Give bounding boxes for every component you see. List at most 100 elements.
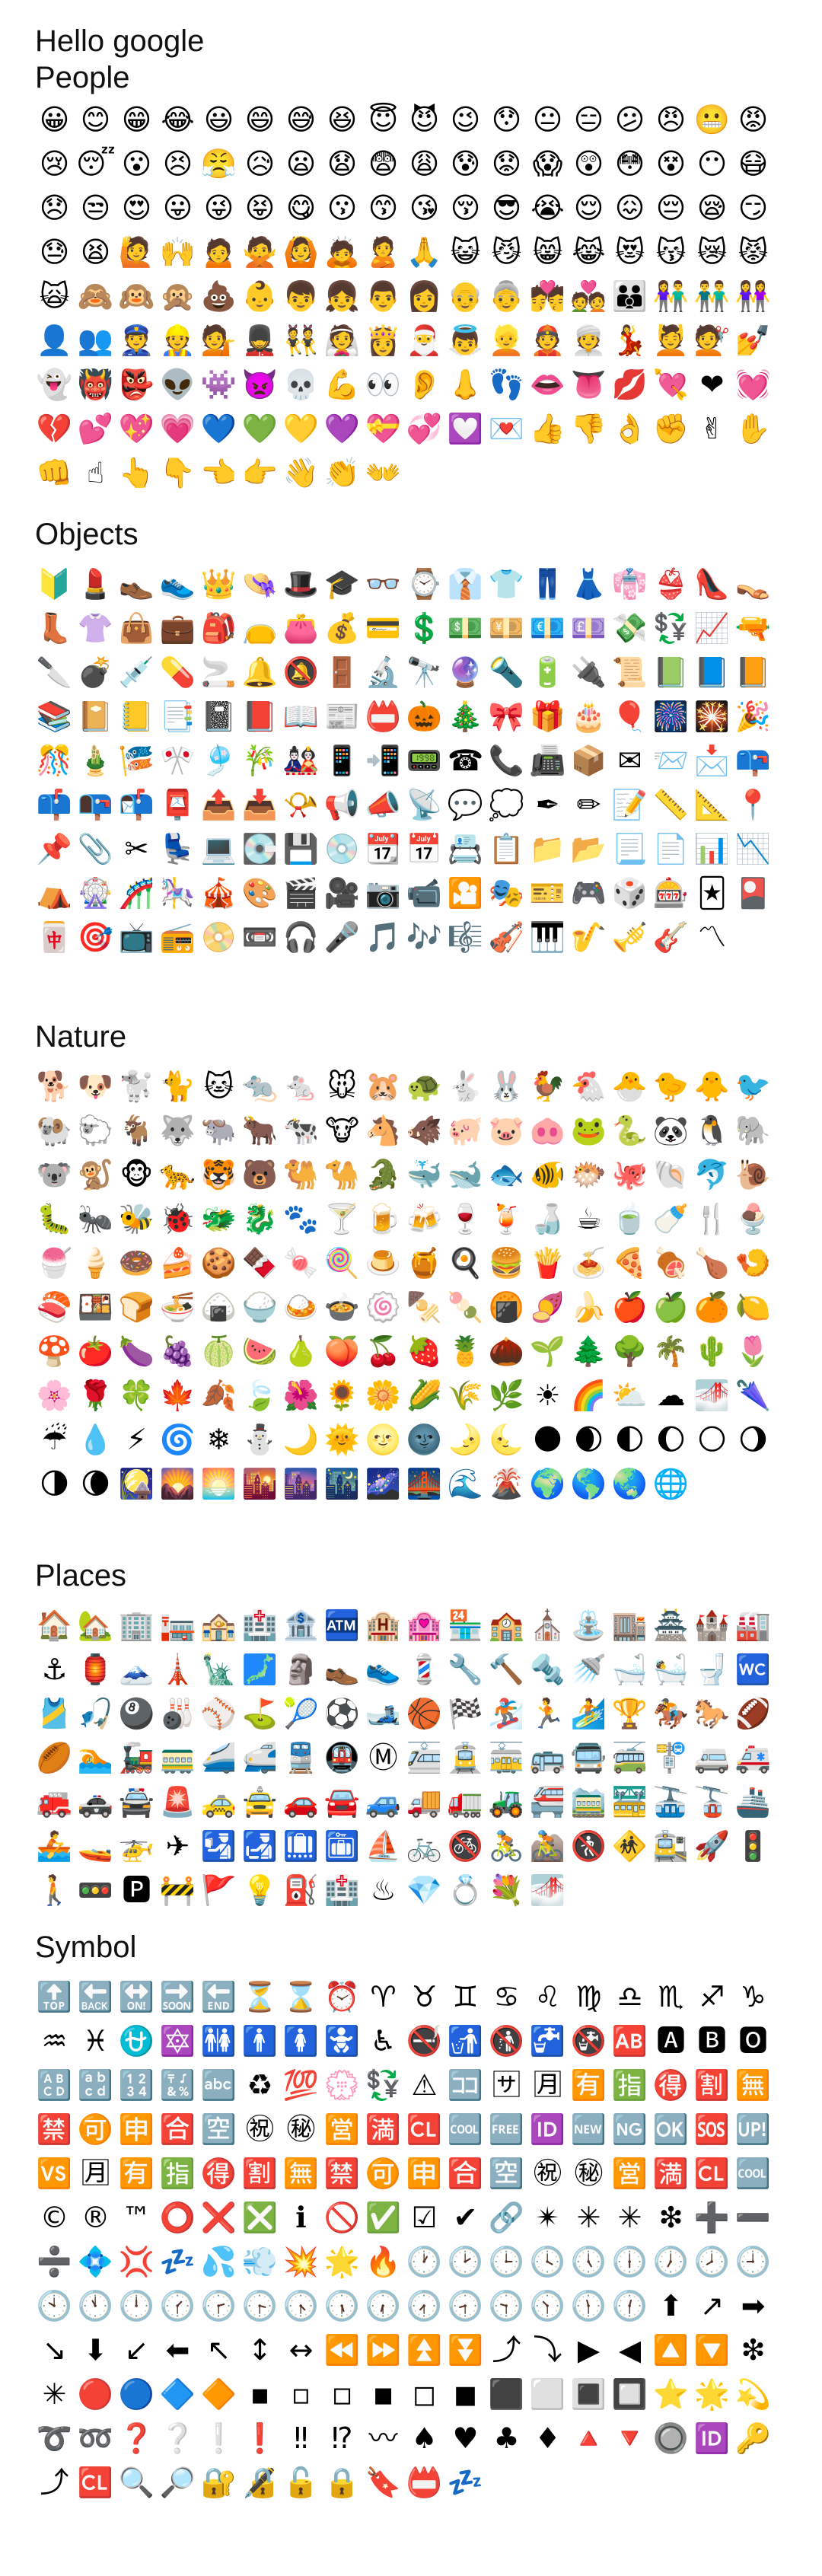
emoji-glyph: 🈲 bbox=[323, 2157, 361, 2190]
emoji-glyph: 😇 bbox=[368, 103, 399, 136]
emoji-glyph: 🌋 bbox=[488, 1467, 525, 1500]
emoji-glyph: 🎽 bbox=[36, 1697, 73, 1730]
emoji-glyph: 🎴 bbox=[734, 876, 772, 910]
emoji-glyph: 🔶 bbox=[200, 2377, 237, 2411]
emoji-glyph: 💷 bbox=[570, 611, 607, 645]
emoji-glyph: 📹 bbox=[406, 876, 443, 910]
emoji-glyph: 🔐 bbox=[200, 2466, 237, 2499]
emoji-glyph: 🍙 bbox=[200, 1290, 237, 1324]
emoji-glyph: 🎡 bbox=[77, 876, 114, 910]
emoji-glyph: 🔧 bbox=[447, 1653, 484, 1686]
emoji-glyph: 🎅 bbox=[406, 324, 443, 357]
emoji-glyph: 🍦 bbox=[77, 1246, 114, 1280]
emoji-glyph: 📥 bbox=[241, 788, 279, 821]
emoji-glyph: 🕦 bbox=[570, 2289, 607, 2323]
emoji-glyph: 💀 bbox=[282, 368, 320, 401]
emoji-glyph: ㊙ bbox=[286, 2112, 316, 2146]
emoji-glyph: ➖ bbox=[734, 2201, 772, 2234]
emoji-glyph: 📘 bbox=[693, 655, 731, 689]
emoji-glyph: 🌖 bbox=[738, 1423, 769, 1456]
section-people: 😀 😊 😁 😂 😃 😄 😅 😆 😇 😈 😉 😯 😐 😑 😕 😠 😬 😡 😢 😴 😮 😣 😤 😥 😦 😧 😨 😩 😰 😟 😱 😲 😳 😵 😶 😷 😞 😒 😍 😛… bbox=[35, 99, 775, 493]
emoji-glyph: 🐭 bbox=[327, 1070, 358, 1103]
emoji-glyph: 🍇 bbox=[159, 1334, 196, 1368]
emoji-glyph: 🚂 bbox=[118, 1741, 155, 1774]
emoji-glyph: ⚠ bbox=[411, 2068, 438, 2102]
emoji-glyph: 🔷 bbox=[159, 2377, 196, 2411]
emoji-glyph: 🕟 bbox=[282, 2289, 320, 2323]
emoji-glyph: 🏃 bbox=[529, 1697, 566, 1730]
emoji-glyph: 📛 bbox=[406, 2466, 443, 2499]
emoji-glyph: 🛂 bbox=[200, 1829, 237, 1863]
emoji-glyph: 🐙 bbox=[611, 1158, 648, 1191]
emoji-glyph: 🐮 bbox=[325, 1114, 359, 1147]
emoji-glyph: ⏰ bbox=[323, 1980, 361, 2013]
emoji-glyph: ㊙ bbox=[574, 2157, 604, 2190]
emoji-glyph: 🚐 bbox=[693, 1741, 731, 1774]
emoji-glyph: 🏁 bbox=[447, 1697, 484, 1730]
emoji-glyph: 👥 bbox=[77, 324, 114, 357]
emoji-glyph: 🔏 bbox=[241, 2466, 279, 2499]
emoji-glyph: 💢 bbox=[118, 2245, 155, 2278]
emoji-glyph: 🔙 bbox=[77, 1980, 114, 2013]
emoji-glyph: 🌐 bbox=[652, 1467, 690, 1500]
emoji-glyph: 🔛 bbox=[118, 1980, 155, 2013]
emoji-glyph: 🚪 bbox=[323, 655, 361, 689]
emoji-glyph: 👇 bbox=[159, 456, 196, 489]
emoji-glyph: 🏠 bbox=[36, 1608, 73, 1642]
emoji-glyph: ❤ bbox=[699, 368, 725, 401]
emoji-glyph: 🕣 bbox=[447, 2289, 484, 2323]
emoji-glyph: 📃 bbox=[611, 832, 648, 866]
emoji-glyph: 🍕 bbox=[611, 1246, 648, 1280]
emoji-glyph: 🚌 bbox=[529, 1741, 566, 1774]
emoji-glyph: 🕡 bbox=[365, 2289, 402, 2323]
emoji-glyph: 🎀 bbox=[488, 700, 525, 733]
emoji-glyph: 🍱 bbox=[77, 1290, 114, 1324]
emoji-glyph: 😌 bbox=[573, 191, 604, 225]
emoji-glyph: 🎫 bbox=[529, 876, 566, 910]
emoji-glyph: 🌼 bbox=[365, 1379, 402, 1412]
emoji-glyph: ➗ bbox=[36, 2245, 73, 2278]
emoji-glyph: 🚅 bbox=[241, 1741, 279, 1774]
emoji-glyph: ♨ bbox=[370, 1873, 397, 1907]
emoji-glyph: ↘ bbox=[42, 2333, 67, 2367]
emoji-glyph: 😛 bbox=[162, 191, 193, 225]
emoji-glyph: 🐎 bbox=[693, 1697, 731, 1730]
emoji-glyph: 🔜 bbox=[159, 1980, 196, 2013]
emoji-glyph: 🌂 bbox=[734, 1379, 772, 1412]
emoji-glyph: ♠ bbox=[411, 2421, 438, 2455]
emoji-glyph: 🚚 bbox=[406, 1785, 443, 1819]
emoji-glyph: 🚙 bbox=[365, 1785, 402, 1819]
emoji-glyph: 🚝 bbox=[529, 1785, 566, 1819]
emoji-glyph: ⚽ bbox=[323, 1697, 361, 1730]
emoji-glyph: 🔦 bbox=[488, 655, 525, 689]
emoji-glyph: 👄 bbox=[529, 368, 566, 401]
emoji-glyph: 🚼 bbox=[323, 2024, 361, 2058]
emoji-glyph: 🍚 bbox=[241, 1290, 279, 1324]
emoji-glyph: 🏉 bbox=[36, 1741, 73, 1774]
emoji-glyph: 👙 bbox=[652, 567, 690, 601]
emoji-glyph: 🐋 bbox=[447, 1158, 484, 1191]
emoji-glyph: ⏫ bbox=[406, 2333, 443, 2367]
emoji-glyph: 👨 bbox=[365, 279, 402, 313]
emoji-glyph: 💐 bbox=[488, 1873, 525, 1907]
emoji-glyph: 🚑 bbox=[734, 1741, 772, 1774]
emoji-glyph: ✅ bbox=[365, 2201, 402, 2234]
emoji-glyph: 💆 bbox=[652, 324, 690, 357]
emoji-glyph: 🍈 bbox=[200, 1334, 237, 1368]
emoji-glyph: 🍃 bbox=[241, 1379, 279, 1412]
emoji-glyph: 👋 bbox=[282, 456, 320, 489]
emoji-glyph: 🎬 bbox=[282, 876, 320, 910]
emoji-glyph: 😢 bbox=[39, 147, 70, 180]
emoji-glyph: 🍋 bbox=[734, 1290, 772, 1324]
emoji-glyph: 🏩 bbox=[406, 1608, 443, 1642]
emoji-glyph: 🍡 bbox=[447, 1290, 484, 1324]
emoji-glyph: 📨 bbox=[652, 744, 690, 777]
emoji-glyph: 🍫 bbox=[241, 1246, 279, 1280]
emoji-glyph: 🍎 bbox=[611, 1290, 648, 1324]
emoji-glyph: 🙊 bbox=[159, 279, 196, 313]
emoji-glyph: 👿 bbox=[241, 368, 279, 401]
emoji-glyph: 🍰 bbox=[159, 1246, 196, 1280]
emoji-glyph: ♋ bbox=[493, 1980, 520, 2013]
emoji-glyph: 🔴 bbox=[77, 2377, 114, 2411]
emoji-glyph: 🕜 bbox=[159, 2289, 196, 2323]
